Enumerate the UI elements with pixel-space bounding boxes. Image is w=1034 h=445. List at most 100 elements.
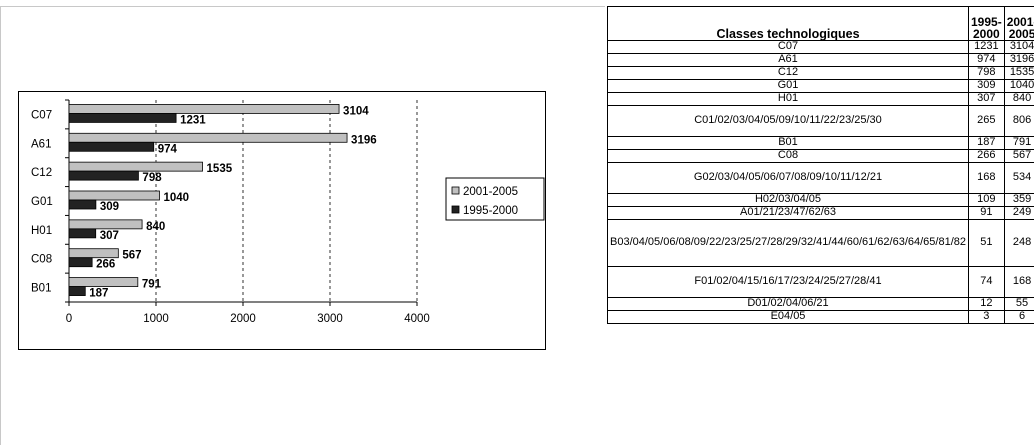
data-label: 266: [96, 259, 115, 271]
value-cell: 55: [1003, 297, 1034, 311]
value-cell: 791: [1003, 136, 1034, 150]
category-label: C08: [31, 254, 52, 266]
class-cell: H02/03/04/05: [607, 193, 969, 207]
table-row: D01/02/04/06/21125567: [607, 297, 1034, 311]
class-cell: A61: [607, 53, 969, 67]
data-label: 567: [122, 250, 141, 262]
class-cell: F01/02/04/15/16/17/23/24/25/27/28/41: [607, 266, 969, 298]
category-label: G01: [31, 196, 53, 208]
data-label: 307: [100, 230, 119, 242]
value-cell: 3196: [1003, 53, 1034, 67]
bar-2001-2005: [68, 104, 340, 114]
value-cell: 249: [1003, 206, 1034, 220]
bar-2001-2005: [68, 277, 139, 287]
value-cell: 248: [1003, 219, 1034, 267]
data-label: 1040: [163, 192, 189, 204]
table-row: G02/03/04/05/06/07/08/09/10/11/12/21 168 5…: [607, 162, 1034, 194]
data-label: 309: [100, 201, 119, 213]
value-cell: 359: [1003, 193, 1034, 207]
data-label: 1535: [207, 163, 233, 175]
category-label: C12: [31, 167, 52, 179]
class-cell: H01: [607, 92, 969, 106]
x-tick-label: 4000: [404, 313, 430, 325]
value-cell: 109: [968, 193, 1005, 207]
data-label: 3104: [343, 105, 369, 117]
bar-2001-2005: [68, 219, 143, 230]
bar-2001-2005: [68, 248, 119, 259]
data-label: 974: [158, 143, 178, 155]
legend-swatch: [451, 205, 460, 214]
table-row: G0130910401349: [607, 79, 1034, 93]
table-row: B01187791978: [607, 136, 1034, 150]
category-label: C07: [31, 109, 52, 121]
bar-1995-2000: [68, 113, 177, 123]
table-row: C1279815352333: [607, 66, 1034, 80]
table-row: B03/04/05/06/08/09/22/23/25/27/28/29/32/…: [607, 219, 1034, 267]
category-label: H01: [31, 225, 52, 237]
table-row: E04/05369: [607, 310, 1034, 324]
table-row: A01/21/23/47/62/6391249340: [607, 206, 1034, 220]
class-cell: C01/02/03/04/05/09/10/11/22/23/25/30: [607, 105, 969, 137]
bar-1995-2000: [68, 286, 86, 296]
legend-box: [445, 177, 545, 221]
value-cell: 265: [968, 105, 1005, 137]
class-cell: G01: [607, 79, 969, 93]
table-row: C07123131044335: [607, 40, 1034, 54]
bar-2001-2005: [68, 132, 348, 143]
x-tick-label: 3000: [317, 313, 343, 325]
spreadsheet-area: [0, 6, 605, 445]
category-label: B01: [31, 283, 51, 295]
table-row: H013078401147: [607, 92, 1034, 106]
table-row: F01/02/04/15/16/17/23/24/25/27/28/41 74 16…: [607, 266, 1034, 298]
class-cell: G02/03/04/05/06/07/08/09/10/11/12/21: [607, 162, 969, 194]
data-label: 791: [142, 279, 162, 291]
header-2001-2005: 2001-2005: [1003, 6, 1034, 41]
value-cell: 51: [968, 219, 1005, 267]
bar-1995-2000: [68, 199, 97, 210]
chart-svg: 0 1000 2000 3000 4000 C07 3104 1231 A61 3196 974 C1…: [31, 99, 545, 325]
data-table: Classes technologiques 1995-2000 2001-20…: [607, 6, 1034, 324]
value-cell: 1040: [1003, 79, 1034, 93]
x-tick-label: 1000: [143, 313, 169, 325]
value-cell: 74: [968, 266, 1005, 298]
value-cell: 3: [968, 310, 1005, 324]
data-label: 840: [146, 221, 165, 233]
x-tick-label: 0: [66, 313, 72, 325]
legend-label: 1995-2000: [463, 205, 518, 217]
x-tick-label: 2000: [230, 313, 256, 325]
data-label: 3196: [351, 134, 377, 146]
value-cell: 6: [1003, 310, 1034, 324]
bar-2001-2005: [68, 190, 160, 201]
value-cell: 1535: [1003, 66, 1034, 80]
table-row: A6197431964170: [607, 53, 1034, 67]
bar-1995-2000: [68, 170, 139, 181]
class-cell: C07: [607, 40, 969, 54]
legend-swatch: [451, 186, 460, 195]
value-cell: 974: [968, 53, 1005, 67]
value-cell: 91: [968, 206, 1005, 220]
value-cell: 309: [968, 79, 1005, 93]
bar-2001-2005: [68, 161, 203, 172]
data-label: 798: [142, 172, 162, 184]
value-cell: 534: [1003, 162, 1034, 194]
bar-1995-2000: [68, 257, 93, 268]
class-cell: C12: [607, 66, 969, 80]
class-cell: B03/04/05/06/08/09/22/23/25/27/28/29/32/…: [607, 219, 969, 267]
value-cell: 567: [1003, 149, 1034, 163]
data-label: 1231: [180, 114, 206, 126]
table-row: C01/02/03/04/05/09/10/11/22/23/25/30 265 8…: [607, 105, 1034, 137]
value-cell: 1231: [968, 40, 1005, 54]
value-cell: 266: [968, 149, 1005, 163]
class-cell: D01/02/04/06/21: [607, 297, 969, 311]
class-cell: E04/05: [607, 310, 969, 324]
category-label: A61: [31, 138, 51, 150]
value-cell: 168: [968, 162, 1005, 194]
bar-chart: 0 1000 2000 3000 4000 C07 3104 1231 A61 3196 974 C1…: [18, 91, 546, 350]
value-cell: 12: [968, 297, 1005, 311]
bar-1995-2000: [68, 141, 155, 152]
value-cell: 806: [1003, 105, 1034, 137]
bar-1995-2000: [68, 228, 97, 239]
data-label: 187: [89, 288, 108, 300]
class-cell: A01/21/23/47/62/63: [607, 206, 969, 220]
header-1995-2000: 1995-2000: [968, 6, 1005, 41]
